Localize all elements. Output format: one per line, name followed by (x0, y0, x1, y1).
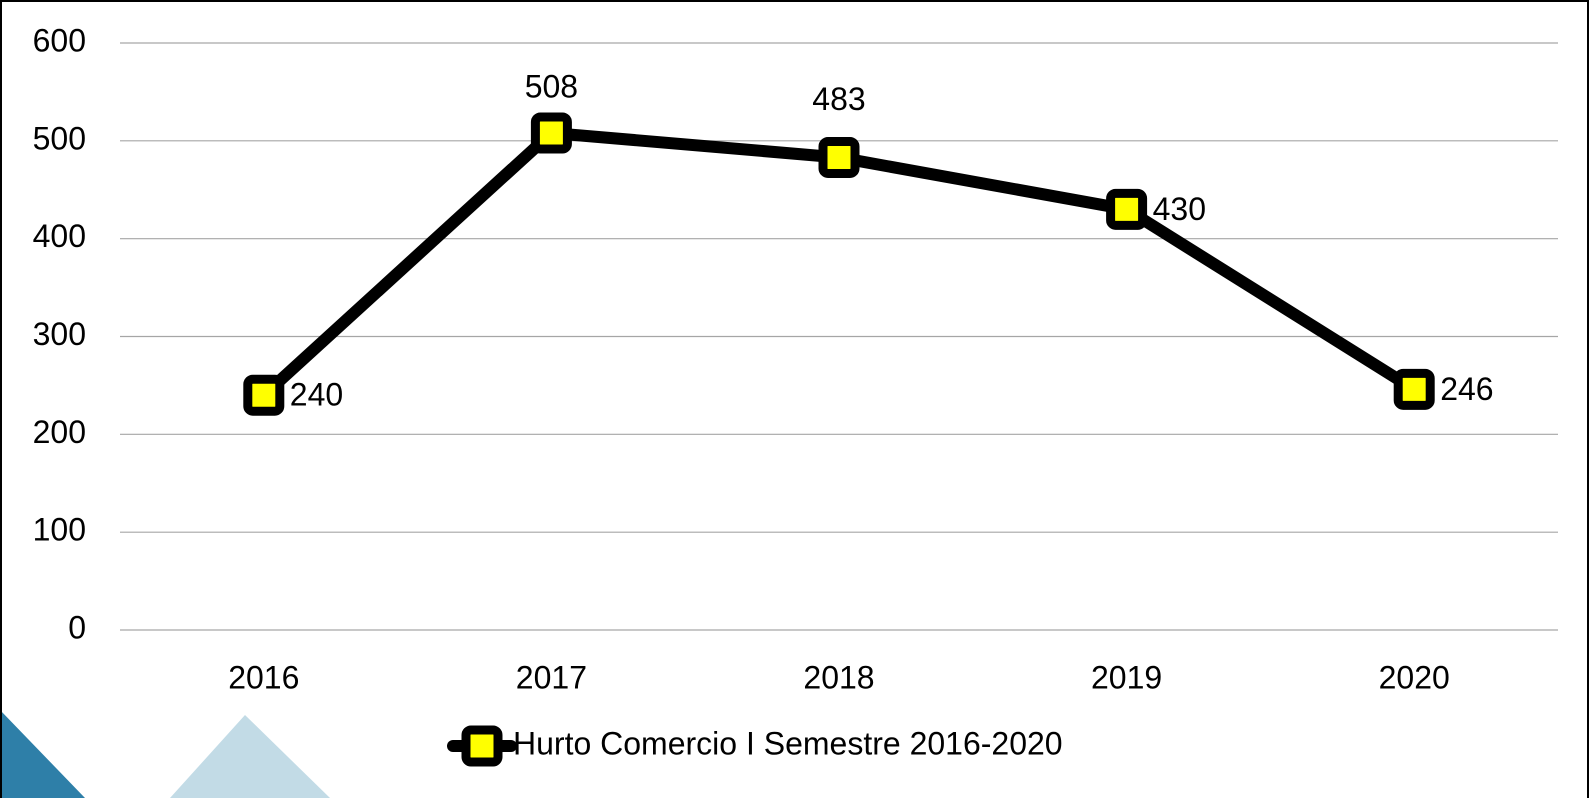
y-tick-label: 300 (33, 316, 86, 352)
y-tick-label: 500 (33, 120, 86, 156)
data-label: 508 (525, 68, 578, 104)
decor-dark (0, 710, 85, 798)
data-label: 430 (1153, 191, 1206, 227)
data-label: 240 (290, 377, 343, 413)
x-tick-label: 2020 (1379, 659, 1450, 695)
marker (243, 374, 285, 416)
x-tick-label: 2017 (516, 659, 587, 695)
x-tick-label: 2019 (1091, 659, 1162, 695)
x-tick-label: 2018 (803, 659, 874, 695)
x-tick-label: 2016 (228, 659, 299, 695)
marker (818, 136, 860, 178)
legend-marker (461, 725, 503, 767)
y-tick-label: 100 (33, 512, 86, 548)
y-tick-label: 200 (33, 414, 86, 450)
marker (1106, 188, 1148, 230)
legend-label: Hurto Comercio I Semestre 2016-2020 (513, 725, 1063, 761)
decor-light (170, 715, 330, 798)
y-tick-label: 400 (33, 218, 86, 254)
marker (1393, 368, 1435, 410)
y-tick-label: 0 (68, 609, 86, 645)
marker (530, 112, 572, 154)
data-label: 246 (1440, 371, 1493, 407)
y-tick-label: 600 (33, 22, 86, 58)
data-label: 483 (812, 81, 865, 117)
